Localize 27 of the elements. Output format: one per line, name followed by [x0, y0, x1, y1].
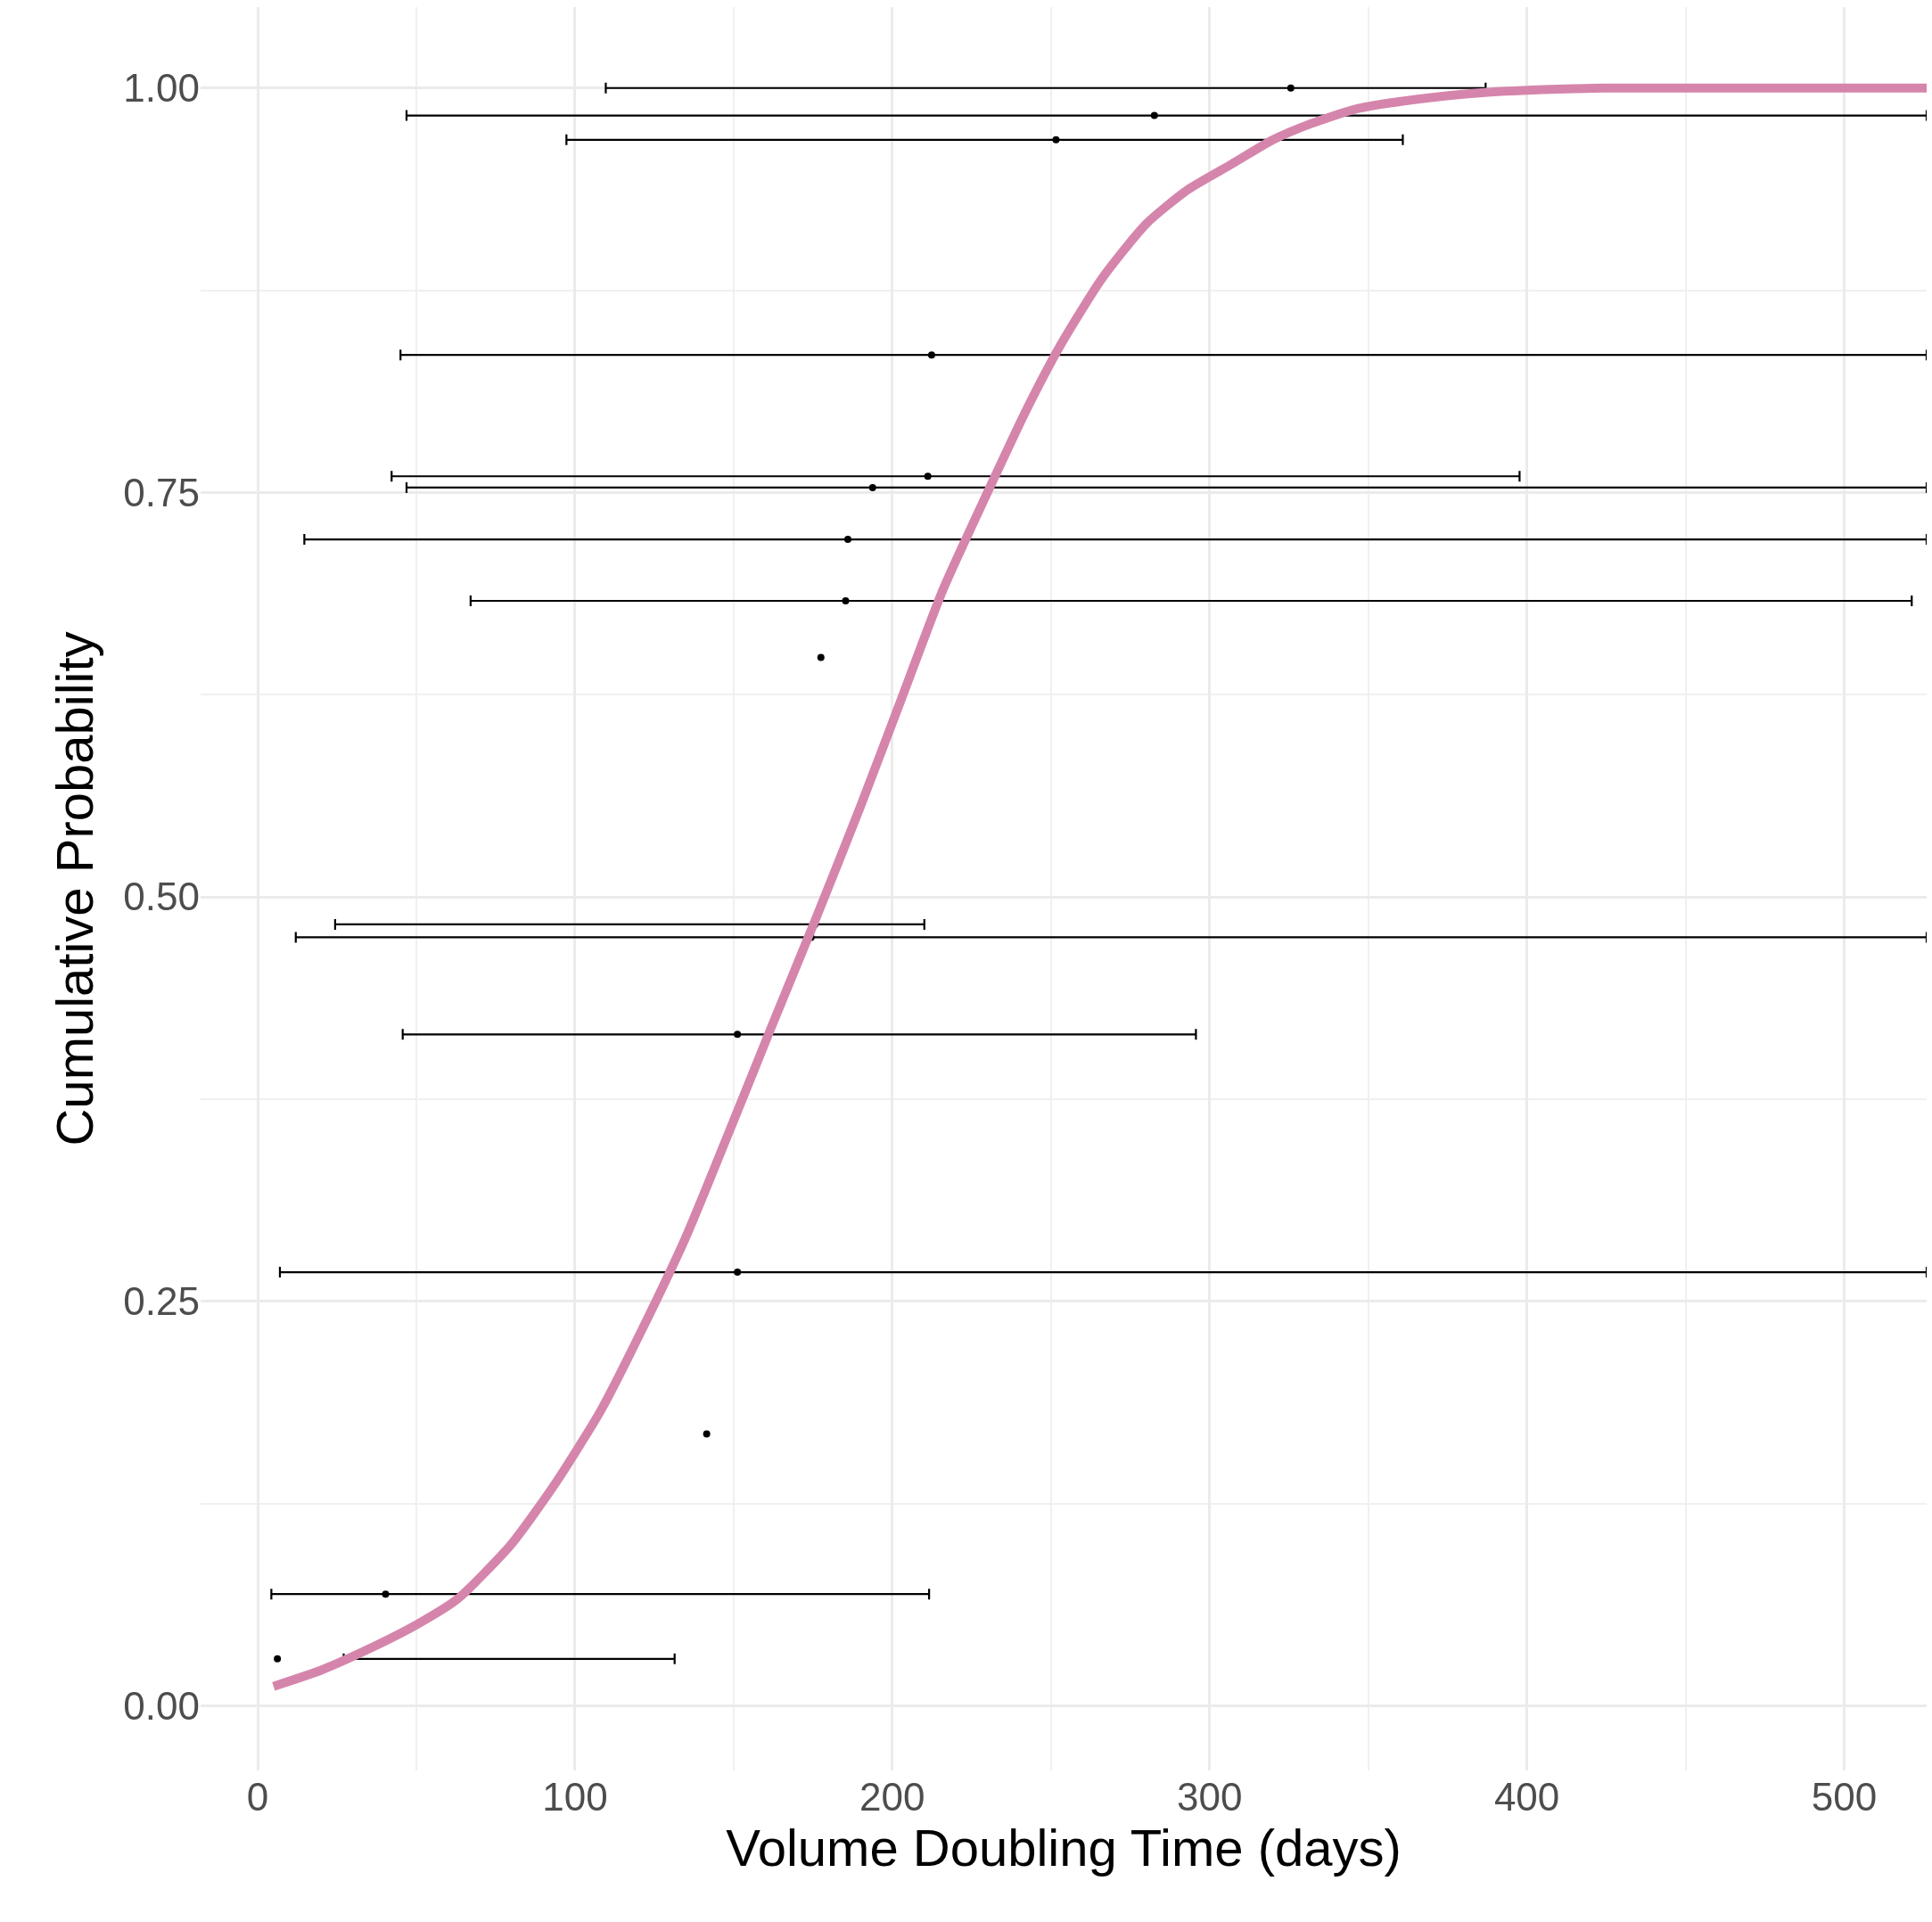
y-tick-label: 0.50: [123, 875, 200, 919]
x-tick-label: 100: [542, 1775, 608, 1819]
x-tick-label: 0: [246, 1775, 269, 1819]
point: [817, 653, 825, 661]
point: [844, 536, 851, 544]
point: [734, 1031, 742, 1039]
point: [1150, 111, 1158, 119]
point: [924, 472, 932, 480]
x-axis-title: Volume Doubling Time (days): [726, 1819, 1402, 1877]
point: [1052, 136, 1060, 144]
x-tick-label: 400: [1493, 1775, 1560, 1819]
x-tick-label: 300: [1177, 1775, 1243, 1819]
point: [842, 596, 850, 604]
point: [1287, 84, 1295, 92]
point: [382, 1590, 390, 1598]
point: [274, 1655, 282, 1663]
y-axis-title: Cumulative Probability: [45, 631, 103, 1146]
point: [868, 483, 876, 491]
y-tick-label: 1.00: [123, 66, 200, 111]
point: [703, 1430, 711, 1438]
y-tick-label: 0.25: [123, 1279, 200, 1324]
point: [734, 1269, 742, 1277]
x-tick-label: 500: [1811, 1775, 1878, 1819]
point: [927, 351, 935, 359]
y-tick-label: 0.00: [123, 1683, 200, 1728]
y-tick-label: 0.75: [123, 470, 200, 514]
x-tick-label: 200: [859, 1775, 925, 1819]
